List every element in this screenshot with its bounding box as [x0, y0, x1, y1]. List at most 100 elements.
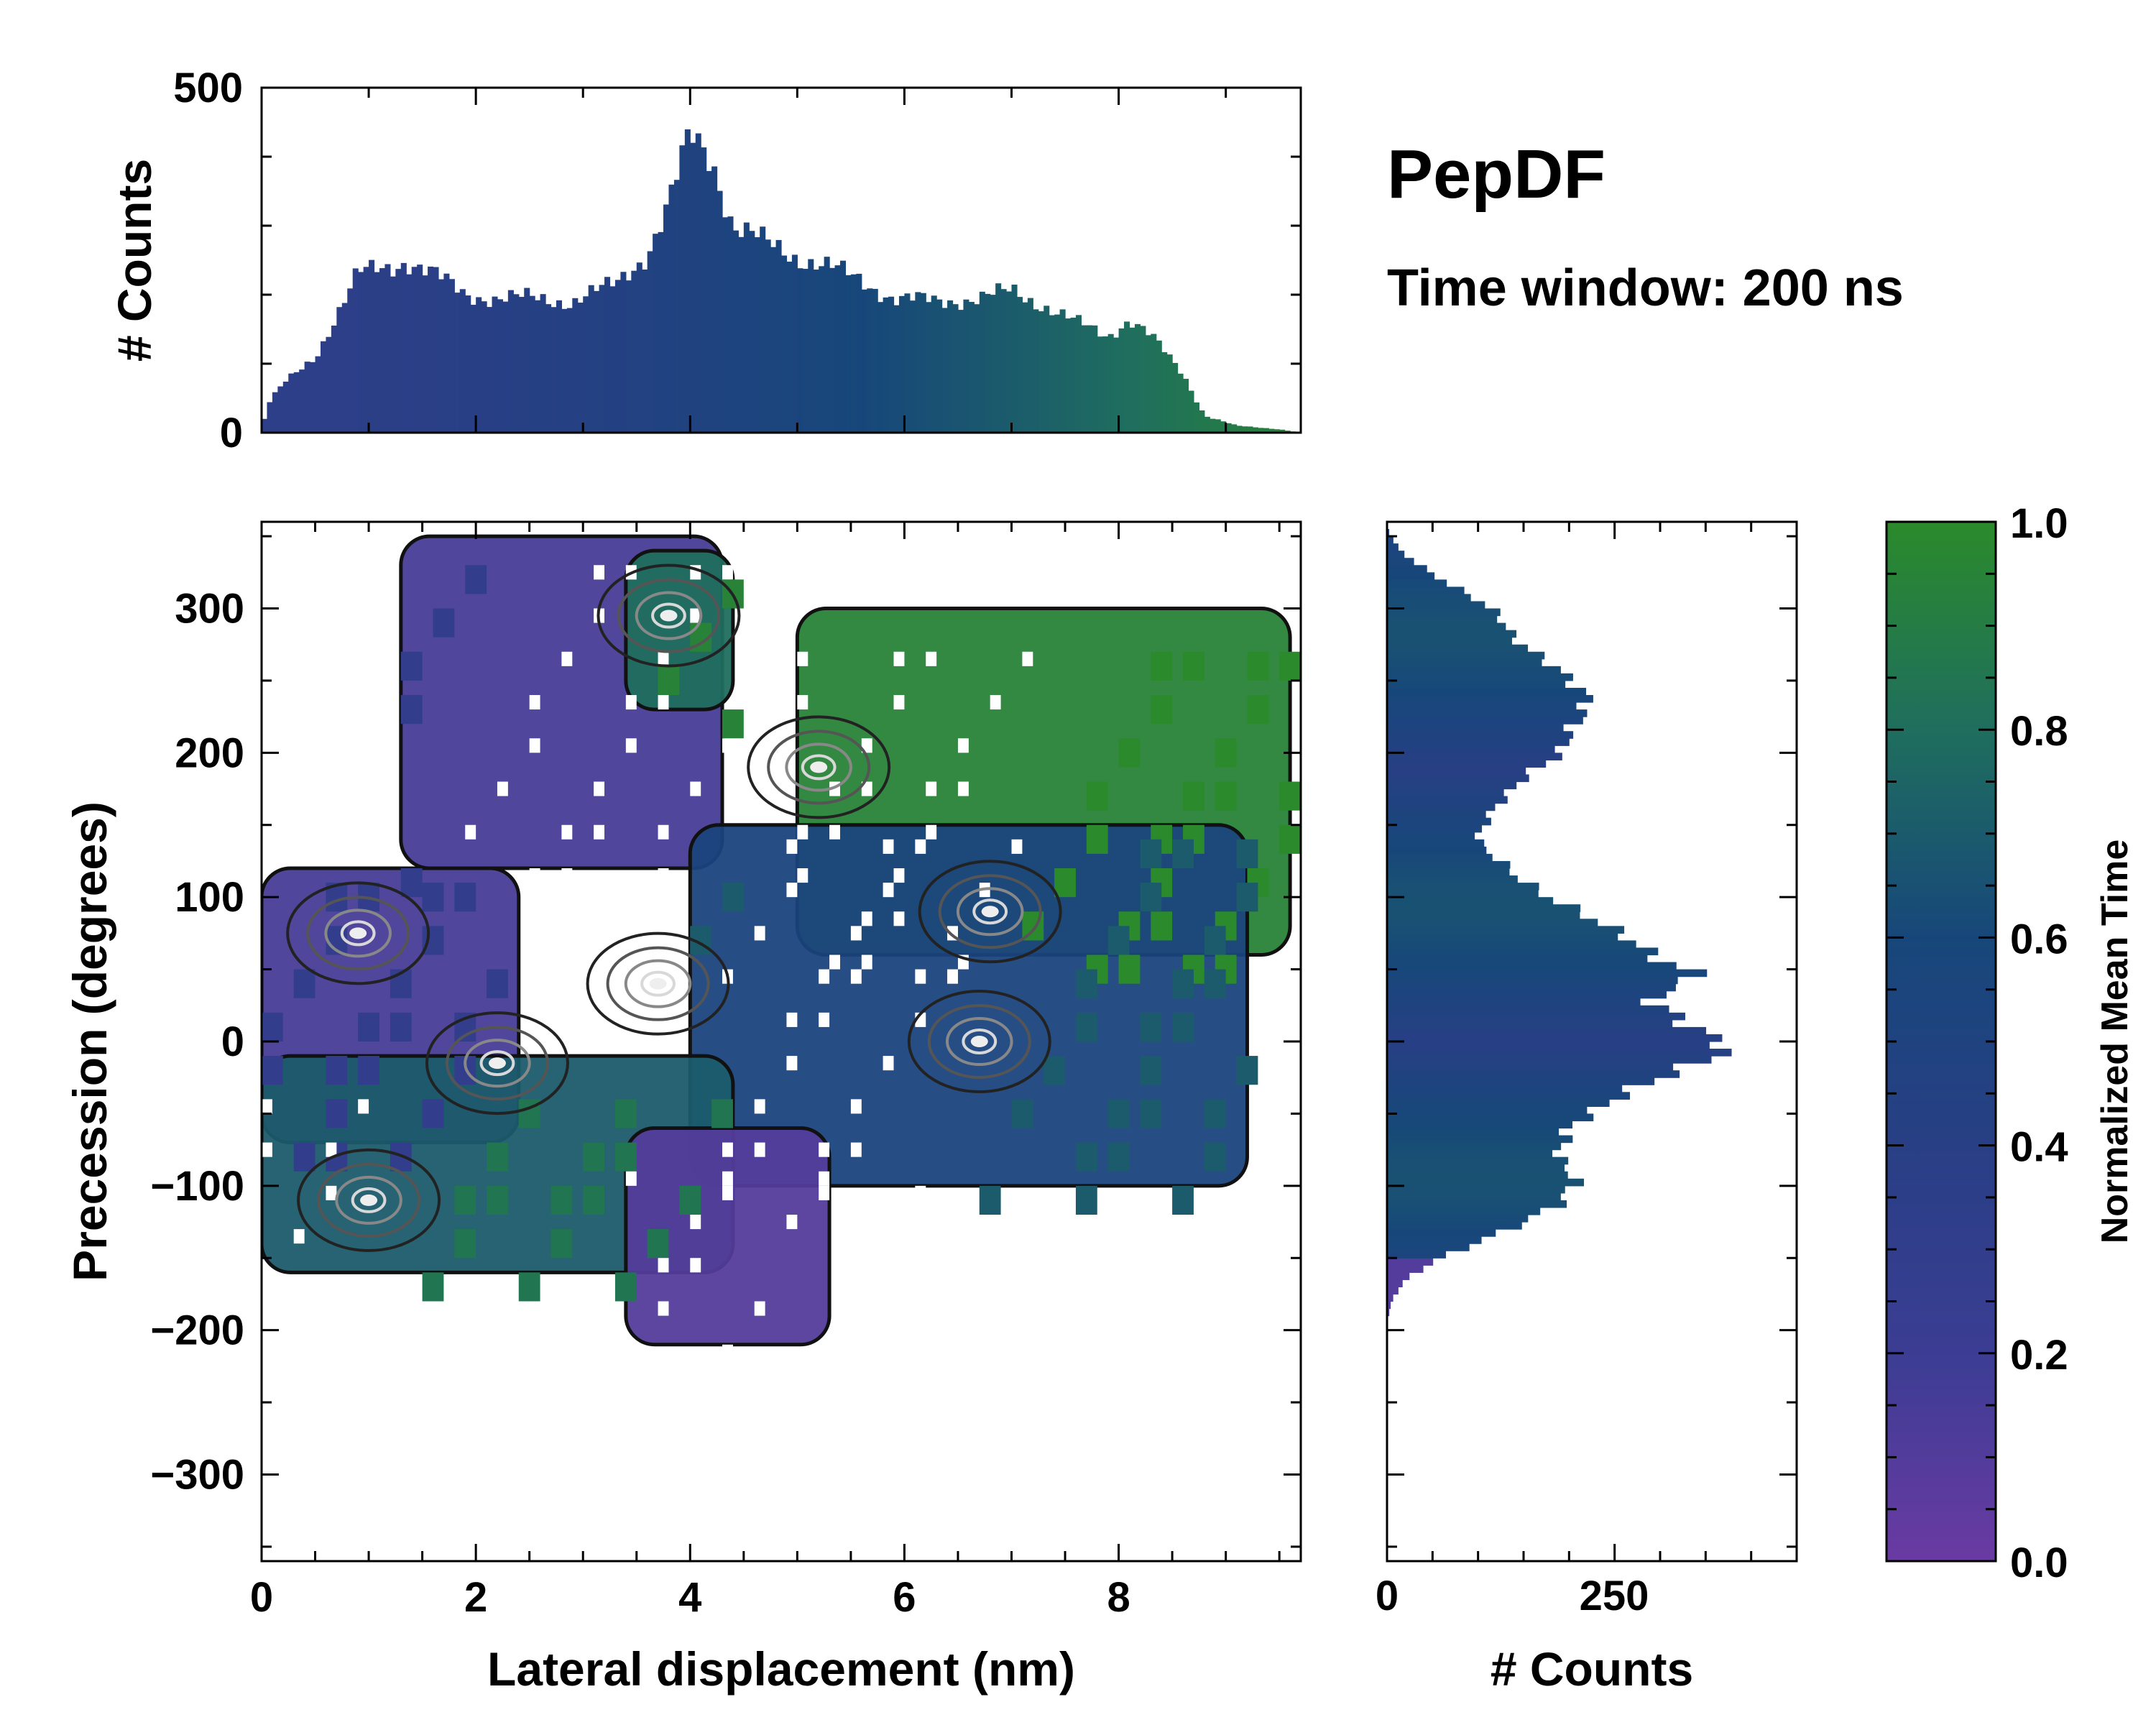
right-histogram-bar	[1387, 1200, 1567, 1208]
top-histogram-bar	[1081, 325, 1087, 433]
heatmap-empty-bin	[797, 868, 808, 883]
main-xtick-label: 6	[893, 1574, 916, 1621]
top-histogram-bar	[1145, 335, 1151, 433]
density-peak	[970, 1036, 988, 1047]
top-histogram-bar	[867, 288, 873, 433]
top-histogram-bar	[717, 190, 723, 433]
heatmap-empty-bin	[293, 1229, 305, 1244]
right-histogram-bar	[1387, 702, 1577, 710]
heatmap-empty-bin	[926, 781, 937, 796]
density-contour	[785, 742, 852, 792]
top-histogram-bar	[1092, 325, 1098, 433]
top-histogram-bar	[839, 260, 847, 433]
heatmap-empty-bin	[625, 1171, 637, 1186]
right-histogram-bar	[1387, 1171, 1568, 1179]
top-histogram-bar	[374, 272, 380, 433]
density-peak	[649, 978, 667, 990]
top-histogram-bar	[390, 276, 396, 433]
right-histogram-xlabel: # Counts	[1491, 1642, 1693, 1696]
heatmap-bin	[1151, 695, 1173, 724]
heatmap-bin	[1215, 781, 1237, 811]
top-histogram-bar	[438, 279, 445, 433]
right-histogram-bar	[1387, 1229, 1496, 1237]
heatmap-bin	[722, 709, 744, 739]
top-histogram-bar	[428, 266, 434, 433]
heatmap-bin	[583, 1142, 605, 1172]
right-histogram-bar	[1387, 846, 1487, 855]
right-histogram-bar	[1387, 658, 1542, 667]
right-histogram-bar	[1387, 608, 1501, 617]
top-histogram-bar	[577, 303, 584, 433]
top-histogram-bar	[476, 297, 482, 433]
heatmap-bin	[1215, 738, 1237, 768]
top-histogram-bar	[990, 295, 996, 433]
heatmap-bin	[614, 1099, 637, 1128]
top-histogram-bar	[893, 305, 900, 433]
top-histogram-bar	[1236, 426, 1243, 433]
figure-title: PepDF	[1387, 136, 1606, 213]
heatmap-empty-bin	[529, 738, 540, 753]
right-histogram-bar	[1387, 904, 1581, 912]
heatmap-empty-bin	[690, 608, 701, 623]
heatmap-empty-bin	[262, 1142, 272, 1157]
right-histogram-bar	[1387, 962, 1677, 970]
top-histogram-bar	[690, 142, 696, 433]
heatmap-bin	[1140, 839, 1162, 868]
right-histogram-bar	[1387, 1128, 1560, 1136]
top-histogram-bar	[636, 262, 642, 433]
heatmap-empty-bin	[786, 1056, 798, 1071]
top-histogram-bar	[1188, 390, 1194, 433]
top-histogram-bar	[695, 133, 701, 433]
heatmap-bin	[1172, 839, 1194, 868]
right-histogram-bar	[1387, 1301, 1391, 1310]
heatmap-empty-bin	[797, 824, 808, 840]
heatmap-empty-bin	[893, 695, 905, 710]
top-histogram-bar	[738, 236, 745, 433]
top-histogram-bar	[663, 204, 670, 433]
right-histogram-bars	[1387, 529, 1732, 1324]
heatmap-bin	[1183, 651, 1204, 681]
density-contour	[624, 959, 692, 1008]
heatmap-empty-bin	[819, 1012, 830, 1027]
top-histogram-bar	[915, 292, 921, 433]
density-contour	[286, 881, 430, 985]
top-histogram-bar	[872, 288, 878, 433]
top-histogram-bar	[1022, 302, 1028, 433]
top-histogram-bar	[502, 301, 509, 433]
heatmap-bin	[1140, 1099, 1162, 1128]
right-histogram-bar	[1387, 637, 1512, 645]
top-histogram-bar	[722, 217, 729, 433]
right-histogram-bar	[1387, 579, 1447, 587]
density-contour	[927, 1004, 1031, 1079]
main-ytick-label: −300	[150, 1452, 244, 1499]
top-histogram-bar	[658, 231, 664, 433]
heatmap-empty-bin	[722, 1185, 733, 1200]
right-histogram-bar	[1387, 738, 1570, 746]
right-histogram-bar	[1387, 745, 1555, 753]
top-histogram-bar	[583, 296, 589, 433]
top-histogram-bar	[888, 296, 895, 433]
top-histogram-bar	[459, 289, 466, 433]
top-histogram-bar	[974, 304, 980, 433]
main-ytick-label: −100	[150, 1163, 244, 1210]
density-contour	[340, 920, 376, 947]
top-histogram-bar	[448, 279, 455, 433]
heatmap-empty-bin	[947, 969, 958, 984]
heatmap-bin	[433, 608, 455, 638]
heatmap-empty-bin	[819, 1142, 830, 1157]
top-histogram-bar	[684, 129, 691, 433]
heatmap-bin	[518, 1272, 540, 1302]
right-histogram-bar	[1387, 998, 1641, 1006]
heatmap-bin	[1204, 1142, 1226, 1172]
heatmap-empty-bin	[819, 1185, 830, 1200]
heatmap-hotspots	[286, 564, 1062, 1252]
right-histogram-bar	[1387, 890, 1539, 898]
colorbar-gradient	[1885, 520, 1997, 1563]
top-histogram-bar	[631, 270, 637, 433]
heatmap-empty-bin	[358, 1099, 369, 1114]
top-histogram-bar	[545, 304, 552, 433]
right-histogram-bar	[1387, 839, 1485, 847]
heatmap-bin	[1107, 1142, 1130, 1172]
top-histogram-bar	[1006, 291, 1013, 433]
top-histogram-bar	[433, 267, 439, 433]
